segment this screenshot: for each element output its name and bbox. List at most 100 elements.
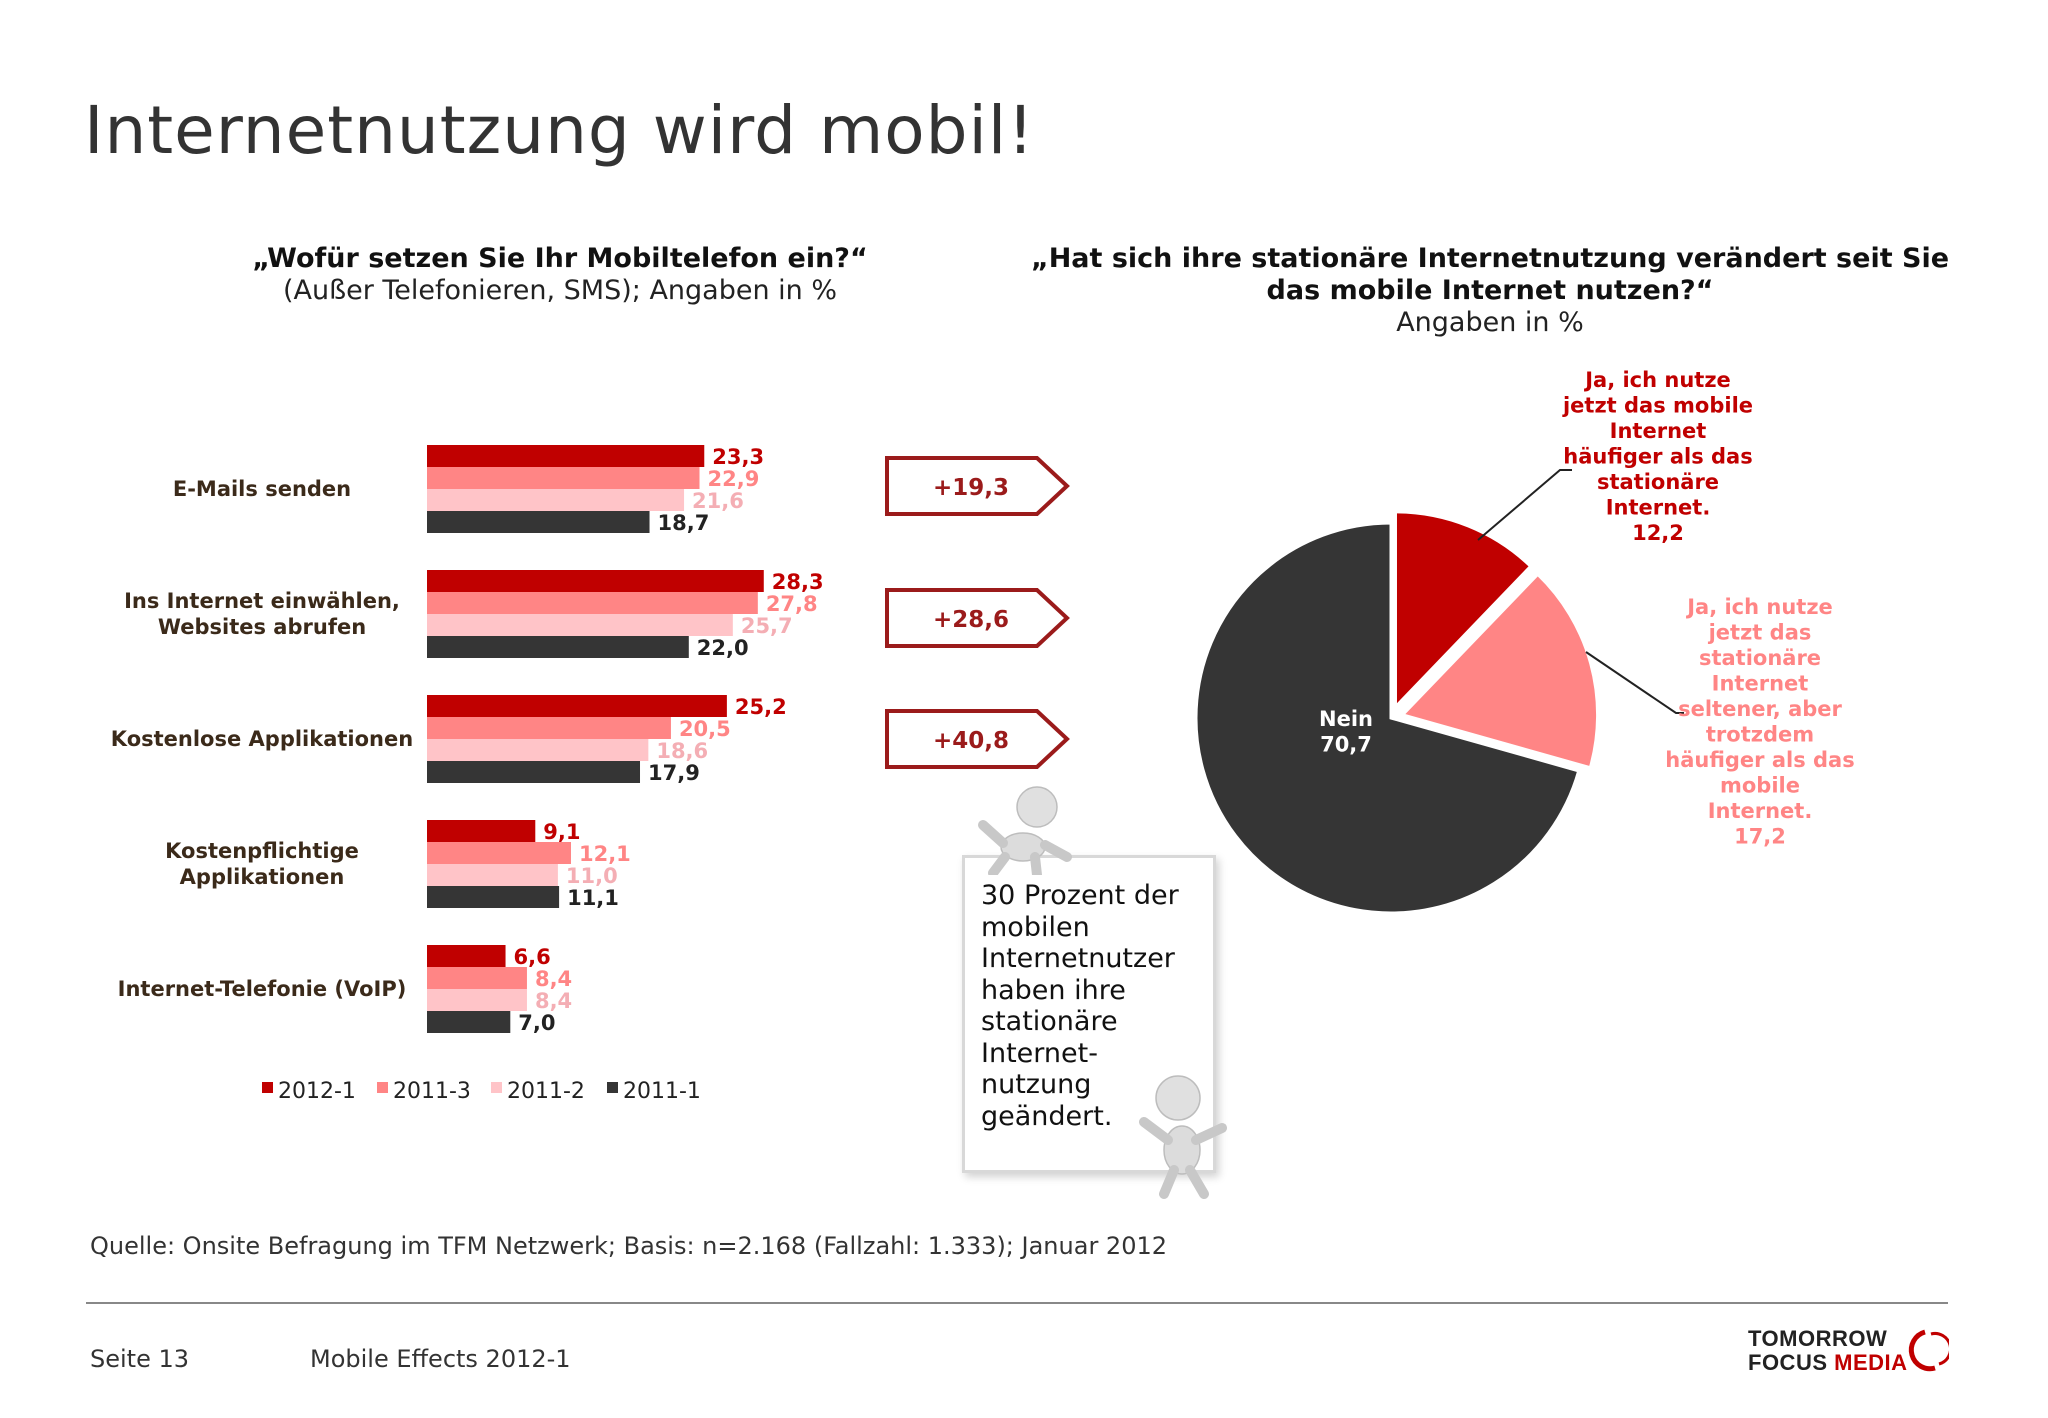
bar-2012-1-5: [427, 945, 506, 967]
footer-document-title: Mobile Effects 2012-1: [310, 1345, 571, 1373]
legend-label: 2011-2: [507, 1079, 585, 1104]
pie-slice-3: [1194, 521, 1581, 915]
category-label: Kostenlose Applikationen: [111, 727, 413, 751]
bar-2011-3-1: [427, 467, 700, 489]
bar-chart-question: „Wofür setzen Sie Ihr Mobiltelefon ein?“: [252, 243, 868, 274]
bar-value-label: 23,3: [712, 445, 764, 469]
bar-2012-1-2: [427, 570, 764, 592]
company-logo: TOMORROW FOCUS MEDIA: [1748, 1326, 1958, 1376]
leader-line-2: [1585, 651, 1684, 714]
pie-slice-label: häufiger als das: [1563, 445, 1752, 469]
pie-value-label: 12,2: [1632, 521, 1684, 545]
bar-value-label: 12,1: [579, 842, 631, 866]
bar-value-label: 11,0: [566, 864, 618, 888]
pie-slice-label: Internet: [1712, 672, 1809, 696]
pie-slice-label: seltener, aber: [1678, 697, 1842, 721]
pie-chart-subtitle: Angaben in %: [1396, 307, 1584, 338]
pie-chart-heading: „Hat sich ihre stationäre Internetnutzun…: [1020, 243, 1960, 339]
bar-2011-2-5: [427, 989, 527, 1011]
bar-value-label: 25,2: [735, 695, 787, 719]
logo-line1: TOMORROW: [1748, 1326, 1888, 1351]
bar-value-label: 25,7: [741, 614, 793, 638]
legend-swatch-2011-2: [491, 1082, 502, 1093]
bar-2011-1-1: [427, 511, 650, 533]
category-label: Websites abrufen: [158, 615, 366, 639]
bar-value-label: 18,6: [656, 739, 708, 763]
legend-label: 2011-3: [393, 1079, 471, 1104]
pie-slice-label: jetzt das: [1708, 621, 1812, 645]
bar-2011-1-3: [427, 761, 641, 783]
bar-value-label: 8,4: [535, 989, 572, 1013]
bar-2011-3-5: [427, 967, 527, 989]
pie-slice-label: Ja, ich nutze: [1583, 368, 1731, 392]
legend-swatch-2012-1: [262, 1082, 273, 1093]
pie-slice-label: häufiger als das: [1665, 748, 1854, 772]
bar-value-label: 21,6: [692, 489, 744, 513]
bar-2012-1-3: [427, 695, 727, 717]
logo-mark-icon: [1908, 1329, 1949, 1372]
bar-value-label: 17,9: [648, 761, 700, 785]
bar-2011-2-4: [427, 864, 558, 886]
pie-slice-label: Internet.: [1708, 799, 1813, 823]
bar-2011-3-4: [427, 842, 571, 864]
bar-value-label: 22,0: [697, 636, 749, 660]
bar-chart-heading: „Wofür setzen Sie Ihr Mobiltelefon ein?“…: [180, 243, 940, 307]
pie-chart-question-line1: „Hat sich ihre stationäre Internetnutzun…: [1030, 243, 1950, 274]
category-label: E-Mails senden: [173, 477, 351, 501]
pie-slice-label: jetzt das mobile: [1562, 394, 1753, 418]
growth-badge-label: +19,3: [933, 475, 1009, 501]
pie-slice-label: trotzdem: [1706, 723, 1814, 747]
pie-slice-label: stationäre: [1597, 470, 1719, 494]
logo-focus: FOCUS: [1748, 1350, 1828, 1375]
bar-2011-1-4: [427, 886, 560, 908]
pie-slice-1: [1393, 510, 1533, 711]
bar-value-label: 6,6: [514, 945, 551, 969]
legend-label: 2012-1: [278, 1079, 356, 1104]
footer-divider: [86, 1302, 1948, 1304]
bar-value-label: 18,7: [658, 511, 710, 535]
note-text: 30 Prozent der mobilen Internetnutzer ha…: [981, 880, 1179, 1132]
bar-2011-1-2: [427, 636, 689, 658]
bar-value-label: 28,3: [772, 570, 824, 594]
pie-slice-2: [1399, 572, 1600, 770]
logo-line2: FOCUS MEDIA: [1748, 1350, 1908, 1376]
pie-chart-question-line2: das mobile Internet nutzen?“: [1266, 275, 1714, 306]
pie-value-label: 17,2: [1734, 825, 1786, 849]
bar-value-label: 27,8: [766, 592, 818, 616]
bar-2011-2-2: [427, 614, 733, 636]
pie-slice-label: Internet: [1610, 419, 1707, 443]
pie-value-label: 70,7: [1320, 733, 1372, 757]
bar-value-label: 11,1: [567, 886, 619, 910]
bar-2011-3-2: [427, 592, 758, 614]
bar-2012-1-1: [427, 445, 705, 467]
bar-value-label: 7,0: [518, 1011, 555, 1035]
bar-value-label: 20,5: [679, 717, 731, 741]
category-label: Applikationen: [180, 865, 345, 889]
legend-swatch-2011-1: [607, 1082, 618, 1093]
source-note: Quelle: Onsite Befragung im TFM Netzwerk…: [90, 1232, 1168, 1260]
pie-slice-label: Internet.: [1606, 496, 1711, 520]
bar-value-label: 8,4: [535, 967, 572, 991]
figure-bottom-icon: [1139, 1075, 1227, 1199]
legend-swatch-2011-3: [377, 1082, 388, 1093]
logo-media: MEDIA: [1834, 1350, 1908, 1375]
growth-badge-label: +28,6: [933, 607, 1009, 633]
figure-top-icon: [978, 786, 1072, 875]
pie-slice-label: Ja, ich nutze: [1685, 595, 1833, 619]
bar-2012-1-4: [427, 820, 536, 842]
category-label: Kostenpflichtige: [165, 839, 359, 863]
pie-slice-label: mobile: [1720, 774, 1800, 798]
legend-label: 2011-1: [623, 1079, 701, 1104]
bar-2011-2-3: [427, 739, 649, 761]
leader-line-1: [1477, 469, 1572, 541]
category-label: Internet-Telefonie (VoIP): [118, 977, 407, 1001]
bar-2011-1-5: [427, 1011, 511, 1033]
pie-slice-label: Nein: [1319, 707, 1373, 731]
category-label: Ins Internet einwählen,: [124, 589, 400, 613]
footer-page-number: Seite 13: [90, 1345, 190, 1373]
pie-slice-label: stationäre: [1699, 646, 1821, 670]
page-title: Internetnutzung wird mobil!: [84, 92, 1035, 169]
bar-2011-3-3: [427, 717, 671, 739]
bar-2011-2-1: [427, 489, 685, 511]
